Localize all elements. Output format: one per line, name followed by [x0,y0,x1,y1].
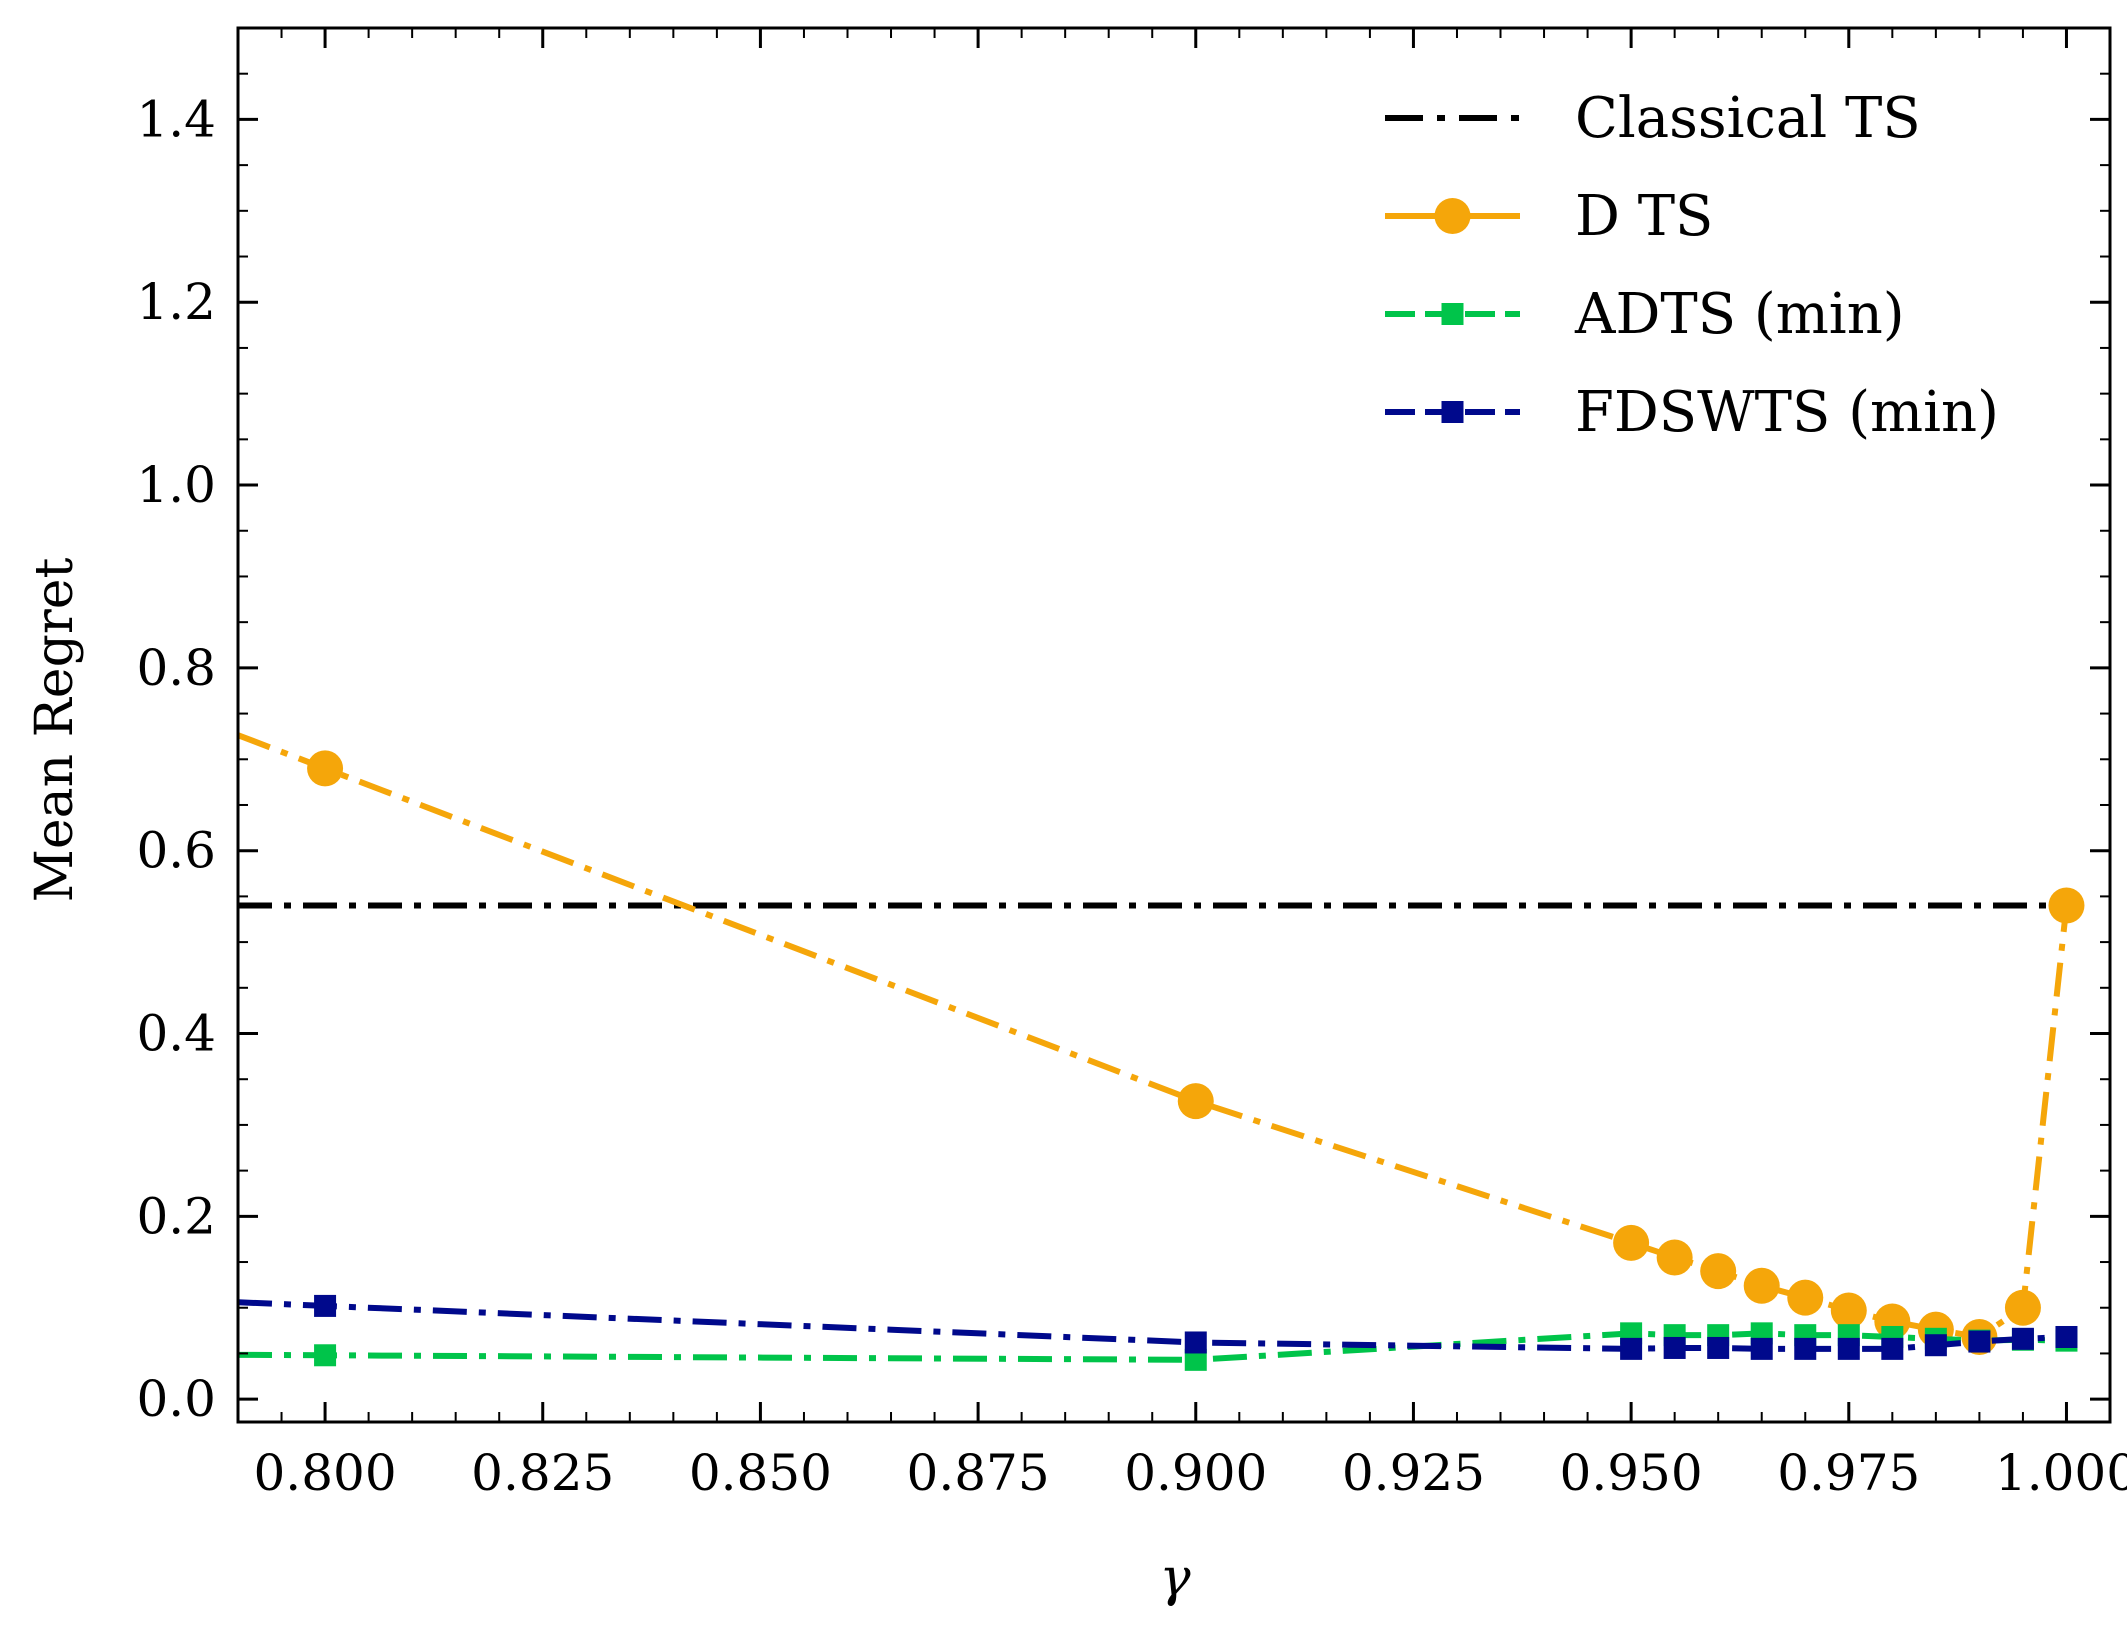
data-point [314,1344,337,1367]
data-point [1184,1331,1207,1354]
y-tick-label: 1.4 [136,90,216,148]
legend-label: D TS [1575,184,1713,249]
data-point [1177,1083,1214,1120]
plot-frame [236,26,2112,1424]
data-point [1968,1330,1991,1353]
legend-entry-2: ADTS (min) [1385,282,1905,347]
data-point [1743,1267,1780,1304]
x-tick-label: 0.850 [689,1444,832,1502]
legend-entry-0: Classical TS [1385,86,1921,151]
x-tick-label: 0.875 [907,1444,1050,1502]
x-tick-label: 0.975 [1777,1444,1920,1502]
data-point [2004,1289,2041,1326]
data-point [1787,1279,1824,1316]
series-layer [238,732,2085,1371]
legend: Classical TS D TS ADTS (min) FDSWTS (min) [1385,86,1999,445]
data-point [1700,1253,1737,1290]
series-line-2 [238,1330,2067,1363]
data-point [1613,1224,1650,1261]
series-1 [238,732,2085,1355]
x-tick-label: 0.950 [1560,1444,1703,1502]
legend-label: Classical TS [1575,86,1921,151]
data-point [1924,1334,1947,1357]
data-point [1750,1337,1773,1360]
x-tick-label: 1.000 [1995,1444,2127,1502]
axes-layer: 0.800 0.825 0.850 0.875 0.900 0.925 0.950 0.975… [136,26,2127,1502]
data-point [1663,1336,1686,1359]
y-tick-label: 0.2 [136,1187,216,1245]
data-point [1620,1337,1643,1360]
series-3 [238,1294,2078,1360]
data-point [2048,887,2085,924]
data-point [2011,1327,2034,1350]
legend-entry-1: D TS [1385,184,1713,249]
data-point [2055,1325,2078,1348]
data-point [314,1294,337,1317]
legend-marker [1441,401,1464,423]
y-tick-label: 0.6 [136,822,216,880]
data-point [1837,1337,1860,1360]
y-tick-label: 0.4 [136,1005,216,1063]
data-point [1707,1336,1730,1359]
data-point [1794,1337,1817,1360]
legend-marker [1434,198,1471,234]
x-axis-label: γ [1159,1548,1191,1608]
y-tick-label: 1.2 [136,273,216,331]
y-axis-label: Mean Regret [25,558,85,903]
y-tick-label: 0.8 [136,639,216,697]
series-line-3 [238,1299,2067,1352]
x-tick-label: 0.900 [1124,1444,1267,1502]
data-point [1881,1337,1904,1360]
legend-entry-3: FDSWTS (min) [1385,380,1999,445]
x-tick-label: 0.925 [1342,1444,1485,1502]
data-point [1830,1292,1867,1329]
y-tick-label: 1.0 [136,456,216,514]
y-tick-label: 0.0 [136,1370,216,1428]
x-tick-label: 0.825 [471,1444,614,1502]
legend-label: ADTS (min) [1574,282,1905,347]
data-point [1184,1348,1207,1371]
legend-label: FDSWTS (min) [1575,380,1999,445]
series-line-1 [238,732,2070,1340]
data-point [1656,1239,1693,1276]
x-tick-label: 0.800 [253,1444,396,1502]
legend-marker [1441,303,1464,325]
data-point [307,750,344,787]
